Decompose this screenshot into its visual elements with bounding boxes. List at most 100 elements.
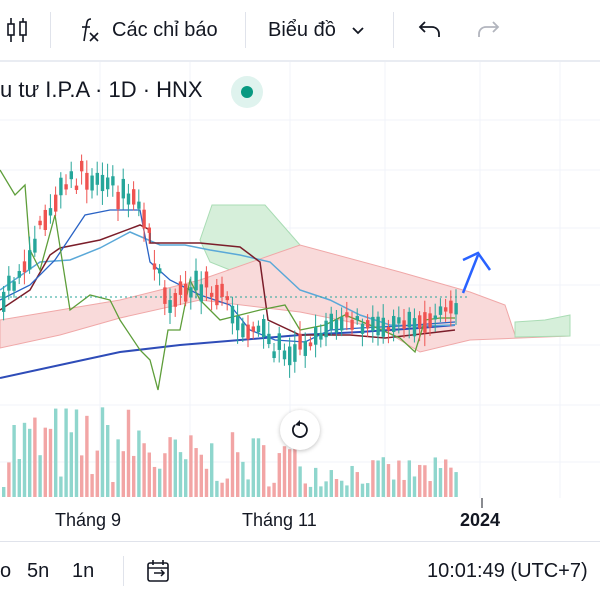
volume-bar [251,438,255,497]
calendar-range-icon [147,560,169,582]
volume-bar [43,427,47,497]
candle-body [277,333,281,350]
candle-body [194,270,198,291]
symbol-title[interactable]: u tư I.P.A · 1D · HNX [0,77,203,102]
candle-body [386,326,391,331]
candle-body [95,172,99,185]
candle-body [392,315,396,332]
candle-body [340,317,344,331]
volume-bar [90,474,94,497]
volume-bar [241,461,245,497]
candle-body [256,325,261,333]
candle-body [132,189,136,205]
candle-body [412,318,417,337]
candle-body [17,271,21,278]
volume-bar [282,446,287,497]
interval-1n-button[interactable]: 1n [72,559,95,582]
price-chart[interactable] [0,62,600,540]
candle-body [204,271,209,288]
candle-body [246,324,250,340]
volume-bar [355,472,359,497]
toolbar-border [0,60,600,62]
ichimoku-base-line [0,224,456,339]
chevron-down-icon [352,27,364,35]
volume-bar [199,454,203,497]
candle-body [225,296,229,301]
candle-body [33,238,37,253]
indicator-lines [0,169,470,391]
volume-bar [48,428,53,497]
chart-type-button[interactable]: Biểu đồ [268,0,368,60]
candle-body [158,268,162,274]
candle-body [407,311,411,328]
volume-bar [137,430,141,497]
candle-body [184,284,188,302]
undo-button[interactable] [416,0,444,60]
candle-body [438,306,443,315]
candle-body [220,283,224,297]
volume-bar [74,409,79,497]
volume-bar [246,479,250,497]
candle-body [314,327,318,345]
volume-bar [178,452,183,497]
candle-body [152,263,157,270]
volume-bar [33,417,37,497]
toolbar-divider [245,12,246,48]
undo-icon [418,21,440,37]
candle-body [350,319,354,330]
indicators-button[interactable]: Các chỉ báo [76,0,218,60]
volume-bars [2,407,458,497]
volume-bar [256,438,261,497]
candle-body [121,178,125,199]
indicators-label: Các chỉ báo [112,18,218,41]
candle-body [397,317,401,324]
candle-body [324,320,328,338]
redo-button[interactable] [474,0,502,60]
volume-bar [111,482,115,497]
volume-bar [204,468,209,497]
candle-body [360,323,365,334]
volume-bar [22,422,27,497]
volume-bar [142,443,146,497]
interval-button[interactable]: o [0,559,12,582]
volume-bar [64,408,68,497]
volume-bar [2,486,6,497]
candle-body [142,209,146,229]
market-status-indicator[interactable] [231,76,263,108]
interval-5n-button[interactable]: 5n [27,559,50,582]
candle-body [163,287,167,304]
volume-bar [210,443,214,497]
candles-icon [7,18,27,42]
volume-bar [7,462,11,497]
volume-bar [59,476,63,497]
candle-body [74,185,79,190]
candle-body [267,333,271,345]
volume-bar [38,455,42,497]
reset-chart-button[interactable] [280,410,320,450]
top-toolbar: Các chỉ báo Biểu đồ [0,0,600,60]
chart-style-button[interactable] [6,0,32,60]
candle-body [423,312,427,333]
volume-bar [100,407,105,497]
long-moving-average [0,324,456,379]
volume-bar [412,476,417,497]
volume-bar [225,478,229,497]
candle-body [298,333,302,350]
volume-bar [69,432,73,497]
volume-bar [28,428,32,497]
bottom-divider [123,556,124,586]
candle-body [116,191,120,210]
clock-time[interactable]: 10:01:49 (UTC+7) [427,559,588,582]
candle-body [329,313,333,330]
candle-body [366,320,370,329]
volume-bar [376,460,380,497]
volume-bar [418,464,422,497]
candle-body [402,320,406,329]
go-to-date-button[interactable] [145,542,173,600]
volume-bar [132,455,136,497]
volume-bar [220,482,224,497]
volume-bar [189,435,193,497]
candle-body [303,341,307,356]
volume-bar [386,464,391,497]
volume-bar [194,448,198,497]
